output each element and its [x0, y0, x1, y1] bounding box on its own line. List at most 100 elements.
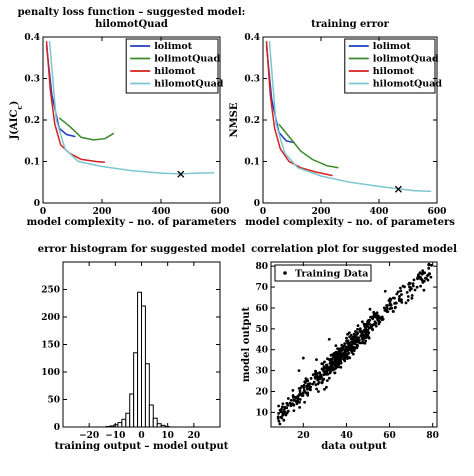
data-point	[348, 335, 351, 339]
data-point	[339, 357, 342, 360]
data-point	[411, 282, 415, 285]
data-point	[374, 314, 377, 317]
data-point	[309, 385, 312, 389]
y-tick-label: 250	[41, 286, 60, 296]
data-point	[400, 293, 403, 296]
legend-entry: hilomotQuad	[373, 79, 443, 90]
data-point	[327, 337, 331, 341]
data-point	[385, 304, 388, 307]
data-point	[315, 358, 318, 361]
data-point	[278, 422, 282, 426]
data-point	[321, 362, 325, 366]
legend-entry: hilomot	[154, 66, 196, 77]
data-point	[289, 404, 293, 408]
data-point	[334, 350, 338, 354]
data-point	[311, 382, 314, 386]
data-point	[291, 389, 295, 392]
data-point	[410, 296, 414, 300]
data-point	[351, 352, 355, 356]
y-tick-label: 0	[254, 199, 260, 209]
data-point	[362, 328, 366, 332]
data-point	[375, 311, 379, 315]
data-point	[292, 398, 296, 402]
data-point	[406, 298, 410, 302]
histogram-bar	[125, 412, 131, 428]
x-tick-label: 0	[260, 207, 266, 217]
data-point	[422, 271, 426, 275]
data-point	[356, 324, 360, 327]
data-point	[388, 297, 392, 301]
data-point	[393, 306, 397, 310]
data-point	[347, 351, 351, 355]
y-axis-label-main: NMSE	[229, 102, 240, 137]
data-point	[306, 392, 310, 396]
data-point	[358, 328, 362, 332]
data-point	[378, 320, 382, 324]
x-tick-label: −10	[105, 431, 125, 441]
data-point	[404, 301, 408, 305]
y-tick-label: 30	[255, 367, 268, 377]
data-point	[329, 368, 333, 371]
data-point	[426, 278, 430, 282]
data-point	[306, 387, 309, 391]
data-point	[406, 295, 410, 298]
x-axis-label: model complexity – no. of parameters	[245, 217, 455, 228]
data-point	[352, 335, 356, 339]
y-axis-label: NMSE	[229, 102, 240, 137]
legend-entry: hilomotQuad	[154, 79, 224, 90]
histogram-bar	[121, 418, 127, 428]
data-point	[417, 273, 420, 277]
data-point	[285, 411, 289, 415]
y-axis-label-tail: )	[9, 101, 20, 106]
data-point	[326, 366, 329, 369]
data-point	[309, 388, 312, 392]
data-point	[300, 385, 304, 388]
data-point	[309, 377, 313, 380]
y-axis-label: model output	[241, 306, 252, 382]
data-point	[281, 410, 285, 414]
data-point	[408, 285, 411, 289]
data-point	[396, 290, 400, 294]
data-point	[383, 289, 387, 293]
histogram-bar	[144, 363, 150, 428]
data-point	[340, 343, 344, 347]
data-point	[318, 375, 321, 379]
data-point	[313, 376, 317, 380]
data-point	[285, 401, 289, 405]
x-tick-label: 0	[40, 207, 46, 217]
data-point	[355, 339, 359, 342]
data-point	[361, 320, 364, 324]
data-point	[337, 352, 340, 355]
plot-frame	[270, 261, 438, 428]
x-axis-label: model complexity – no. of parameters	[27, 217, 237, 228]
data-point	[339, 361, 343, 365]
x-tick-label: 40	[340, 431, 353, 441]
legend-entry: Training Data	[295, 269, 368, 280]
data-point	[302, 383, 306, 387]
chart-2: error histogram for suggested model train…	[38, 244, 246, 452]
data-point	[326, 357, 329, 361]
data-point	[284, 413, 288, 417]
data-point	[347, 356, 351, 359]
data-point	[280, 407, 283, 411]
data-point	[303, 400, 306, 404]
data-point	[284, 406, 288, 409]
data-point	[405, 291, 409, 294]
data-point	[305, 385, 309, 389]
data-point	[303, 380, 307, 384]
legend-box	[274, 264, 372, 282]
data-point	[345, 355, 348, 359]
data-point	[317, 390, 320, 393]
data-point	[276, 415, 280, 419]
data-point	[376, 314, 380, 318]
data-point	[298, 392, 302, 395]
data-point	[289, 398, 293, 402]
x-tick-label: 200	[93, 207, 112, 217]
data-point	[322, 377, 326, 381]
data-point	[300, 394, 304, 398]
data-point	[298, 389, 302, 393]
chart-1: training error×lolimotlolimotQuadhilomot…	[229, 19, 455, 228]
data-point	[340, 353, 344, 357]
data-point	[407, 281, 411, 285]
